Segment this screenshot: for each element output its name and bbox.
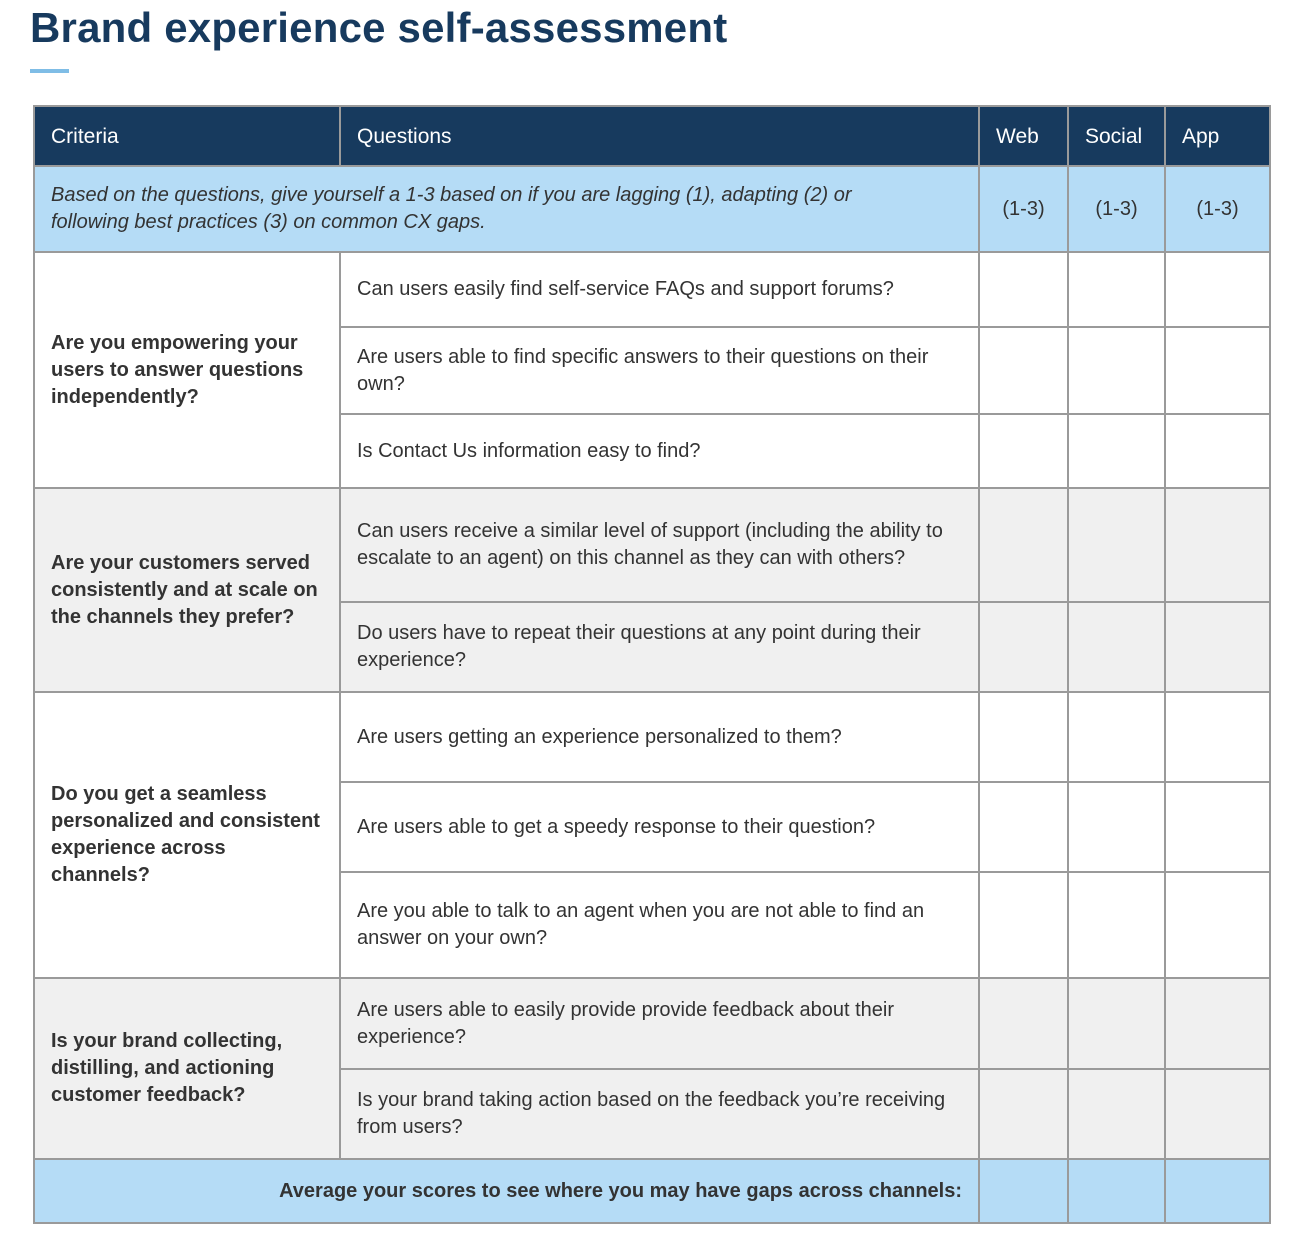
score-cell (1067, 1068, 1166, 1160)
scale-label: (1-3) (1067, 165, 1166, 253)
criteria-cell: Are you empowering your users to answer … (33, 251, 341, 489)
score-cell (1164, 871, 1271, 979)
header-cell: App (1164, 105, 1271, 167)
criteria-cell: Do you get a seamless personalized and c… (33, 691, 341, 979)
question-cell: Is your brand taking action based on the… (339, 1068, 980, 1160)
score-cell (1067, 326, 1166, 415)
question-row: Are you empowering your users to answer … (33, 251, 1271, 489)
score-cell (978, 251, 1069, 328)
score-cell (1067, 487, 1166, 603)
criteria-cell: Are your customers served consistently a… (33, 487, 341, 693)
header-cell: Criteria (33, 105, 341, 167)
question-row: Are you able to talk to an agent when yo… (34, 871, 1271, 979)
average-cell (1067, 1158, 1166, 1224)
question-row: Are users able to get a speedy response … (34, 781, 1271, 873)
average-cell (1164, 1158, 1271, 1224)
assessment-table: Criteria Questions Web Social App Based on th… (33, 105, 1271, 1224)
question-cell: Are users able to get a speedy response … (339, 781, 980, 873)
score-cell (1164, 691, 1271, 783)
table-body: Criteria Questions Web Social App Based on th… (33, 105, 1271, 1224)
score-cell (978, 413, 1069, 489)
question-cell: Are users able to easily provide provide… (339, 977, 980, 1070)
instruction-text: Based on the questions, give yourself a … (33, 165, 980, 253)
instruction-row: Based on the questions, give yourself a … (33, 165, 1271, 253)
average-cell (978, 1158, 1069, 1224)
question-cell: Are users getting an experience personal… (339, 691, 980, 783)
question-cell: Can users easily find self-service FAQs … (339, 251, 980, 328)
score-cell (978, 1068, 1069, 1160)
question-cell: Can users receive a similar level of sup… (339, 487, 980, 603)
score-cell (978, 487, 1069, 603)
score-cell (978, 326, 1069, 415)
scale-label: (1-3) (978, 165, 1069, 253)
question-cell: Is Contact Us information easy to find? (339, 413, 980, 489)
score-cell (1164, 1068, 1271, 1160)
criteria-cell: Is your brand collecting, distilling, an… (33, 977, 341, 1160)
question-row: Is Contact Us information easy to find? (34, 413, 1271, 489)
title-accent (30, 69, 69, 73)
score-cell (978, 691, 1069, 783)
header-row: Criteria Questions Web Social App (33, 105, 1271, 167)
score-cell (1164, 601, 1271, 693)
score-cell (1164, 487, 1271, 603)
question-cell: Are you able to talk to an agent when yo… (339, 871, 980, 979)
score-cell (1067, 601, 1166, 693)
score-cell (1067, 871, 1166, 979)
footer-row: Average your scores to see where you may… (33, 1158, 1271, 1224)
score-cell (1164, 977, 1271, 1070)
header-cell: Social (1067, 105, 1166, 167)
header-cell: Web (978, 105, 1069, 167)
score-cell (1067, 691, 1166, 783)
score-cell (1067, 413, 1166, 489)
score-cell (978, 977, 1069, 1070)
score-cell (978, 781, 1069, 873)
score-cell (1067, 781, 1166, 873)
score-cell (1164, 326, 1271, 415)
score-cell (1067, 977, 1166, 1070)
question-row: Are users able to find specific answers … (34, 326, 1271, 415)
question-row: Do you get a seamless personalized and c… (33, 691, 1271, 979)
question-row: Do users have to repeat their questions … (34, 601, 1271, 693)
question-cell: Do users have to repeat their questions … (339, 601, 980, 693)
scale-label: (1-3) (1164, 165, 1271, 253)
footer-text: Average your scores to see where you may… (33, 1158, 980, 1224)
score-cell (978, 871, 1069, 979)
question-row: Is your brand taking action based on the… (34, 1068, 1271, 1160)
score-cell (1067, 251, 1166, 328)
header-cell: Questions (339, 105, 980, 167)
score-cell (1164, 251, 1271, 328)
score-cell (1164, 781, 1271, 873)
question-row: Is your brand collecting, distilling, an… (33, 977, 1271, 1160)
question-cell: Are users able to find specific answers … (339, 326, 980, 415)
page-title: Brand experience self-assessment (30, 4, 728, 51)
score-cell (1164, 413, 1271, 489)
score-cell (978, 601, 1069, 693)
question-row: Are your customers served consistently a… (33, 487, 1271, 693)
